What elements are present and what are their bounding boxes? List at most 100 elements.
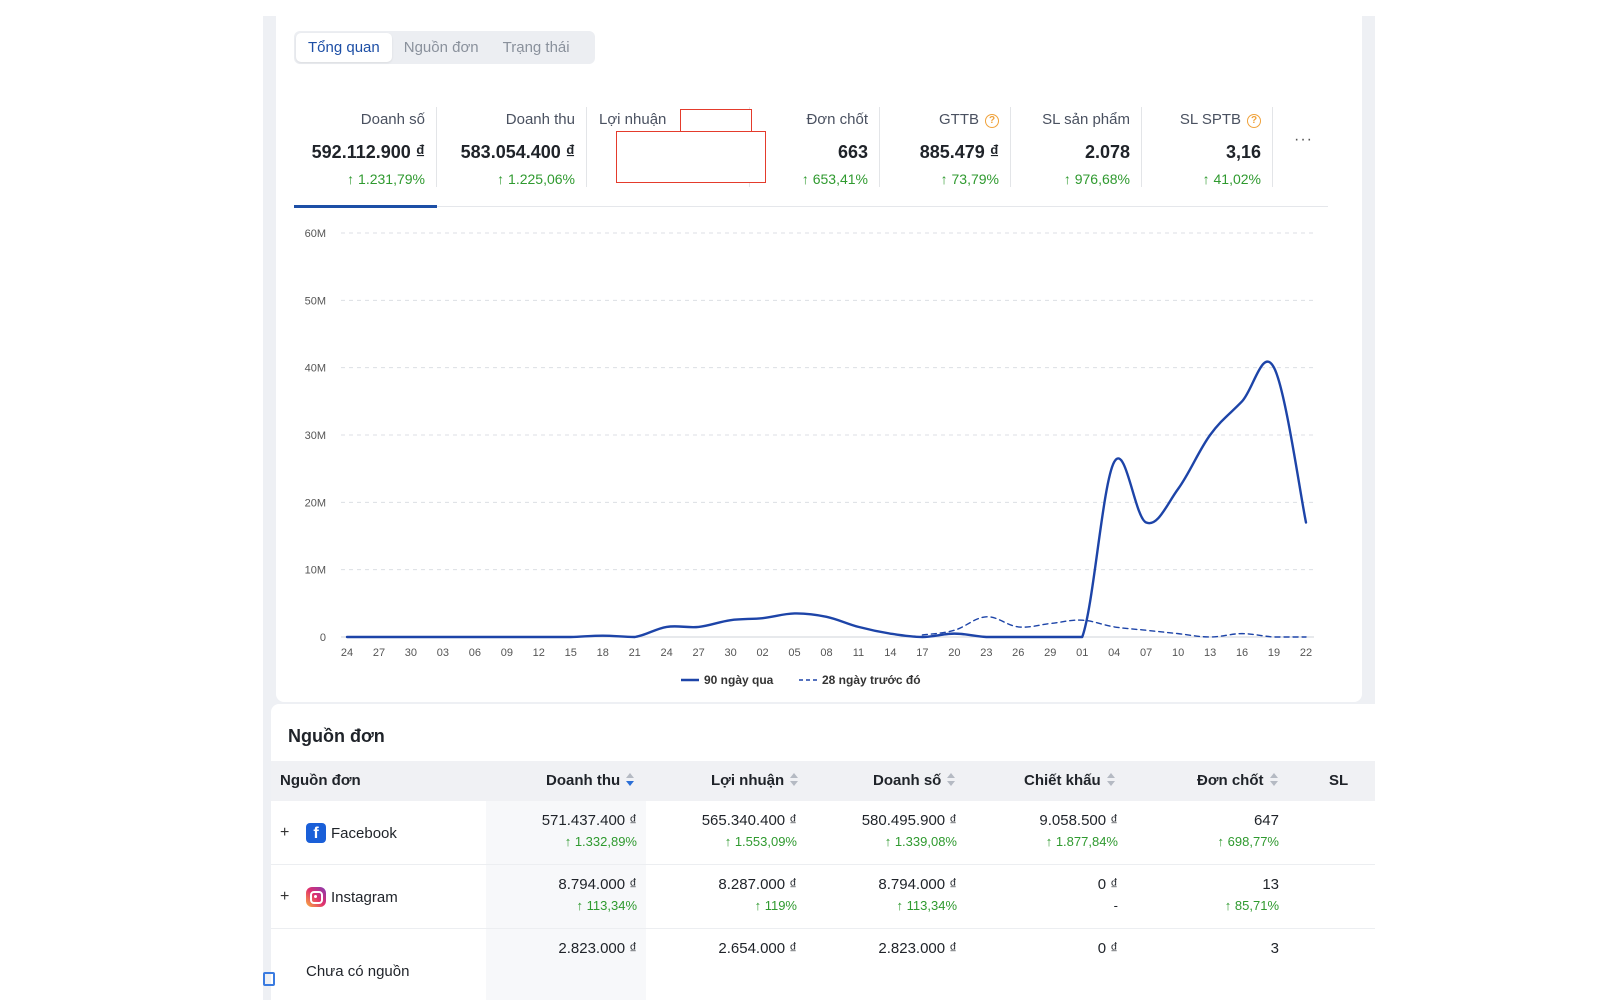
metric-label: Doanh thu: [505, 111, 575, 128]
x-tick-label: 21: [629, 647, 641, 659]
metric-change: ↑ 1.231,79%: [347, 171, 425, 187]
profit-cell: 565.340.400 ₫ ↑ 1.553,09%: [701, 812, 797, 849]
sort-icon[interactable]: [1106, 773, 1115, 787]
metric-change: ↑ 1.225,06%: [497, 171, 575, 187]
metric-value: 2.078: [1084, 142, 1130, 162]
tab-status[interactable]: Trạng thái: [502, 39, 570, 56]
x-tick-label: 26: [1012, 647, 1024, 659]
x-tick-label: 20: [948, 647, 960, 659]
revenue-cell: 2.823.000 ₫: [558, 940, 637, 957]
sort-icon[interactable]: [626, 773, 635, 787]
metric-change: ↑ 41,02%: [1202, 171, 1261, 187]
x-tick-label: 10: [1172, 647, 1184, 659]
source-cell: Chưa có nguồn: [306, 929, 409, 993]
header-sales[interactable]: Doanh số: [873, 761, 956, 801]
header-profit[interactable]: Lợi nhuận: [711, 761, 799, 801]
source-cell: + Instagram: [280, 865, 398, 929]
x-tick-label: 24: [661, 647, 673, 659]
header-revenue[interactable]: Doanh thu: [546, 761, 635, 801]
table-header: Nguồn đơn Doanh thu Lợi nhuận Doanh số C…: [271, 761, 1375, 801]
source-name: Chưa có nguồn: [306, 962, 410, 980]
sorted-column-highlight: [486, 801, 646, 1000]
x-tick-label: 15: [565, 647, 577, 659]
metric-label: Lợi nhuận: [599, 111, 667, 128]
metric-value: 3,16: [1225, 142, 1261, 162]
x-tick-label: 22: [1300, 647, 1312, 659]
expand-icon[interactable]: +: [280, 824, 290, 841]
sales-cell: 580.495.900 ₫ ↑ 1.339,08%: [861, 812, 957, 849]
tab-overview[interactable]: Tổng quan: [296, 33, 392, 62]
sales-cell: 8.794.000 ₫ ↑ 113,34%: [878, 876, 957, 913]
closed-orders-cell: 13 ↑ 85,71%: [1224, 876, 1279, 913]
header-source: Nguồn đơn: [280, 772, 361, 789]
header-qty[interactable]: SL: [1329, 772, 1349, 789]
section-title: Nguồn đơn: [288, 726, 385, 746]
closed-orders-cell: 3: [1270, 940, 1279, 957]
x-tick-label: 13: [1204, 647, 1216, 659]
metric-change: ↑ 976,68%: [1063, 171, 1130, 187]
sort-icon[interactable]: [790, 773, 799, 787]
metric-sales[interactable]: Doanh số 592.112.900 ₫ ↑ 1.231,79%: [294, 91, 437, 208]
sort-icon[interactable]: [1269, 773, 1278, 787]
view-tabs: Tổng quan Nguồn đơn Trạng thái: [294, 31, 595, 64]
x-tick-label: 07: [1140, 647, 1152, 659]
closed-orders-cell: 647 ↑ 698,77%: [1217, 812, 1279, 849]
x-tick-label: 04: [1108, 647, 1120, 659]
metric-value: 592.112.900 ₫: [311, 142, 425, 162]
x-tick-label: 24: [341, 647, 353, 659]
revenue-cell: 8.794.000 ₫ ↑ 113,34%: [558, 876, 637, 913]
y-tick-label: 60M: [305, 228, 326, 240]
header-discount[interactable]: Chiết khấu: [1024, 761, 1115, 801]
tab-order-source[interactable]: Nguồn đơn: [403, 39, 479, 56]
x-tick-label: 29: [1044, 647, 1056, 659]
x-tick-label: 14: [884, 647, 896, 659]
table-row: + Instagram 8.794.000 ₫ ↑ 113,34% 8.287.0…: [271, 865, 1375, 929]
x-tick-label: 19: [1268, 647, 1280, 659]
table-row: Chưa có nguồn 2.823.000 ₫ 2.654.000 ₫ 2.…: [271, 929, 1375, 993]
y-tick-label: 50M: [305, 295, 326, 307]
x-tick-label: 02: [756, 647, 768, 659]
sales-line-chart: 0 10M 20M 30M 40M 50M 60M 24 27 30 03 06 09 12 15 18 21 2…: [305, 228, 1314, 687]
metric-label: SL SPTB?: [1142, 111, 1261, 129]
x-tick-label: 11: [853, 647, 864, 659]
revenue-cell: 571.437.400 ₫ ↑ 1.332,89%: [541, 812, 637, 849]
series-line-previous: [921, 616, 1307, 638]
metrics-row: Doanh số 592.112.900 ₫ ↑ 1.231,79% Doanh…: [294, 91, 1328, 208]
facebook-icon: f: [306, 823, 326, 843]
source-name: Facebook: [331, 824, 397, 842]
x-tick-label: 06: [469, 647, 481, 659]
metric-label: SL sản phẩm: [1042, 111, 1130, 128]
redaction-box: [616, 131, 766, 183]
series-line-current: [345, 360, 1308, 639]
metric-value: 583.054.400 ₫: [460, 142, 575, 162]
metric-avg-product-qty[interactable]: SL SPTB? 3,16 ↑ 41,02%: [1142, 91, 1273, 206]
legend-label: 90 ngày qua: [704, 673, 774, 687]
metric-product-qty[interactable]: SL sản phẩm 2.078 ↑ 976,68%: [1011, 91, 1142, 206]
overview-card: Tổng quan Nguồn đơn Trạng thái Doanh số …: [276, 16, 1362, 702]
more-icon[interactable]: ···: [1294, 131, 1313, 148]
y-tick-label: 20M: [305, 497, 326, 509]
x-tick-label: 16: [1236, 647, 1248, 659]
help-icon[interactable]: ?: [985, 114, 999, 128]
sort-icon[interactable]: [947, 773, 956, 787]
x-tick-label: 12: [533, 647, 545, 659]
metric-average-value[interactable]: GTTB? 885.479 ₫ ↑ 73,79%: [880, 91, 1011, 206]
expand-icon[interactable]: +: [280, 888, 290, 905]
x-tick-label: 23: [980, 647, 992, 659]
document-icon[interactable]: [263, 972, 275, 986]
metric-label: GTTB?: [880, 111, 999, 129]
redaction-box: [680, 109, 752, 133]
y-tick-label: 30M: [305, 430, 326, 442]
profit-cell: 2.654.000 ₫: [718, 940, 797, 957]
metric-revenue[interactable]: Doanh thu 583.054.400 ₫ ↑ 1.225,06%: [437, 91, 587, 206]
x-tick-label: 30: [724, 647, 736, 659]
legend-label: 28 ngày trước đó: [822, 673, 921, 687]
sales-cell: 2.823.000 ₫: [878, 940, 957, 957]
metric-closed-orders[interactable]: Đơn chốt 663 ↑ 653,41%: [750, 91, 880, 206]
x-tick-label: 05: [788, 647, 800, 659]
y-tick-label: 0: [320, 632, 326, 644]
header-closed-orders[interactable]: Đơn chốt: [1197, 761, 1278, 801]
x-tick-label: 17: [916, 647, 928, 659]
help-icon[interactable]: ?: [1247, 114, 1261, 128]
table-row: + f Facebook 571.437.400 ₫ ↑ 1.332,89% 56…: [271, 801, 1375, 865]
